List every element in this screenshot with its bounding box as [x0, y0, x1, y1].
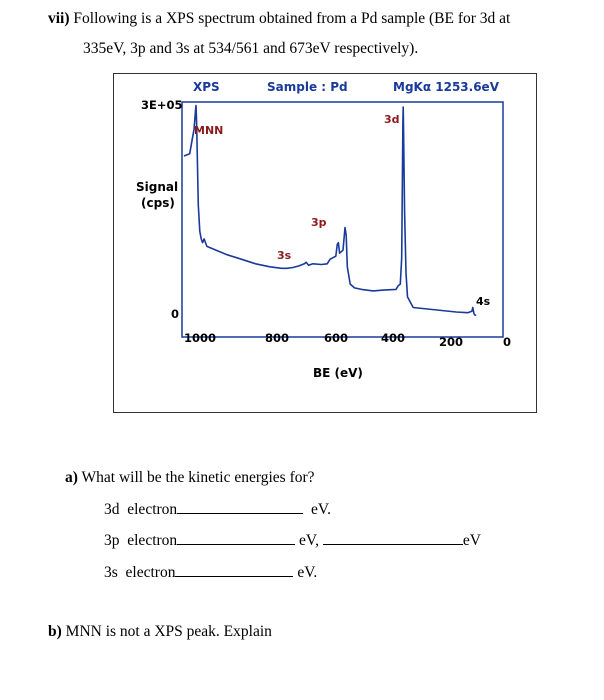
answer-row-label: 3s electron [104, 564, 176, 581]
part-a-heading: a) What will be the kinetic energies for… [65, 468, 315, 488]
xtick-label: 800 [265, 331, 289, 345]
part-a-label: a) [65, 469, 78, 486]
peak-label-3s: 3s [277, 249, 292, 262]
ylabel-line-2: (cps) [141, 196, 175, 210]
xtick-label: 200 [439, 335, 463, 349]
answer-blank[interactable] [177, 499, 304, 514]
answer-unit: eV. [311, 501, 331, 518]
question-text-1: Following is a XPS spectrum obtained fro… [73, 10, 511, 27]
plot-frame [181, 101, 504, 338]
answer-row-3p: 3p electron eV, eV [104, 530, 481, 551]
answer-unit: eV. [297, 564, 318, 581]
peak-label-3p: 3p [311, 216, 327, 229]
answer-row-label: 3d electron [104, 501, 178, 518]
answer-unit-second: eV [462, 532, 481, 549]
ytick-bottom: 0 [171, 307, 179, 321]
xtick-label: 0 [503, 335, 511, 349]
answer-blank[interactable] [177, 530, 296, 545]
xps-spectrum-figure: XPS Sample : Pd MgKα 1253.6eV 3E+05 0 Si… [113, 73, 537, 413]
answer-row-3s: 3s electron eV. [104, 562, 317, 583]
answer-blank[interactable] [175, 562, 294, 577]
xaxis-label: BE (eV) [313, 366, 363, 380]
question-line-1: vii) Following is a XPS spectrum obtaine… [48, 9, 510, 29]
xtick-label: 400 [381, 331, 405, 345]
xtick-label: 600 [324, 331, 348, 345]
peak-label-4s: 4s [476, 295, 491, 308]
xps-spectrum-chart: XPS Sample : Pd MgKα 1253.6eV 3E+05 0 Si… [136, 80, 511, 380]
answer-row-label: 3p electron [104, 532, 178, 549]
peak-label-mnn: MNN [194, 124, 223, 137]
question-number: vii) [48, 10, 70, 27]
header-source: MgKα 1253.6eV [393, 80, 500, 94]
part-b-text: MNN is not a XPS peak. Explain [65, 623, 272, 640]
xtick-label: 1000 [184, 331, 216, 345]
question-line-2: 335eV, 3p and 3s at 534/561 and 673eV re… [83, 40, 419, 57]
header-technique: XPS [193, 80, 220, 94]
header-sample: Sample : Pd [267, 80, 348, 94]
spectrum-series-line [183, 104, 477, 317]
ytick-top: 3E+05 [141, 98, 183, 112]
answer-unit: eV, [299, 532, 319, 549]
part-b-heading: b) MNN is not a XPS peak. Explain [48, 622, 272, 642]
answer-blank-second[interactable] [322, 530, 463, 545]
answer-row-3d: 3d electron eV. [104, 499, 331, 520]
peak-label-3d: 3d [384, 113, 400, 126]
part-b-label: b) [48, 623, 62, 640]
ylabel-line-1: Signal [136, 180, 178, 194]
part-a-text: What will be the kinetic energies for? [81, 469, 315, 486]
